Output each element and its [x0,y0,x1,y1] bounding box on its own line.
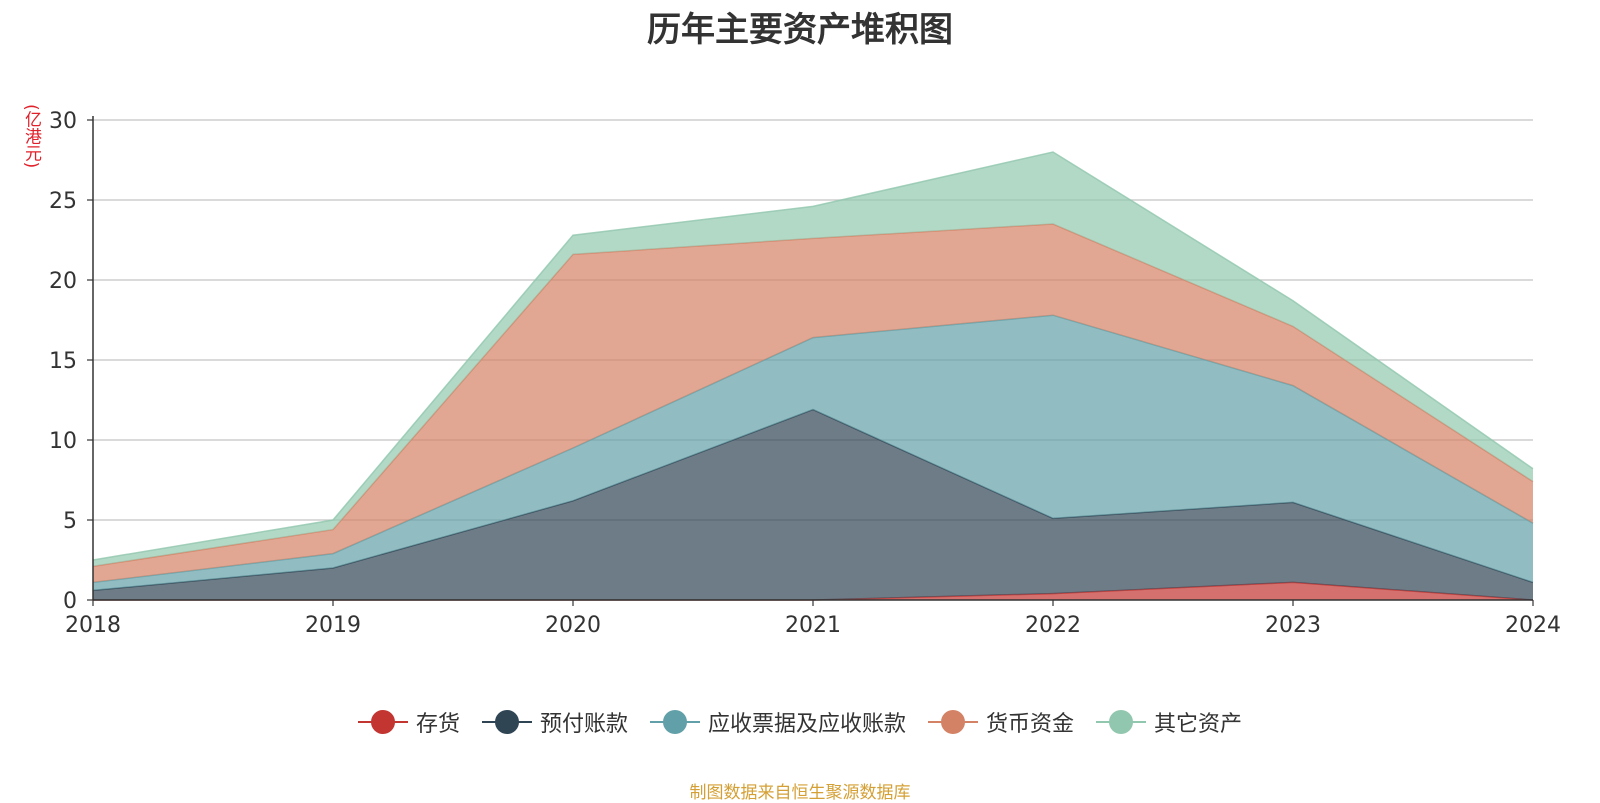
y-tick-label: 15 [49,349,77,374]
legend-marker-icon [1096,709,1147,735]
x-tick-label: 2021 [785,613,841,638]
x-tick-label: 2018 [65,613,121,638]
x-tick-label: 2022 [1025,613,1081,638]
y-tick-label: 10 [49,429,77,454]
area-series [92,151,1534,601]
legend-marker-icon [357,709,408,735]
x-tick-label: 2023 [1265,613,1321,638]
chart-title: 历年主要资产堆积图 [647,10,953,50]
area-预付账款 [93,409,1533,600]
line-其它资产 [92,151,1534,561]
legend-item[interactable]: 存货 [357,706,460,738]
legend-label: 存货 [415,712,460,737]
legend-item[interactable]: 应收票据及应收账款 [649,706,906,738]
y-tick-label: 30 [49,109,77,134]
legend-marker-icon [928,709,978,735]
data-source-note: 制图数据来自恒生聚源数据库 [689,783,911,803]
y-axis-unit-label: (亿港元) [21,104,41,169]
area-存货 [93,582,1533,600]
legend-item[interactable]: 其它资产 [1096,706,1242,738]
area-货币资金 [93,224,1533,583]
x-tick-label: 2020 [545,613,601,638]
y-tick-label: 20 [49,269,77,294]
x-tick-label: 2024 [1505,613,1561,638]
legend-item[interactable]: 预付账款 [481,706,628,738]
legend-item[interactable]: 货币资金 [928,706,1074,738]
legend-marker-icon [481,709,532,735]
y-tick-label: 5 [63,509,77,534]
legend: 存货 预付账款 应收票据及应收账款 货币资金 其它资产 [0,706,1600,738]
legend-marker-icon [649,709,700,735]
area-其它资产 [93,152,1533,567]
area-应收票据及应收账款 [93,315,1533,591]
x-tick-label: 2019 [305,613,361,638]
legend-label: 预付账款 [539,712,628,737]
y-tick-label: 25 [49,189,77,214]
y-tick-label: 0 [63,589,77,614]
legend-label: 其它资产 [1154,712,1243,737]
axes: 0 5 10 15 20 25 30 2018 2019 2020 2021 2022 2023 2024 [49,109,1561,638]
legend-label: 货币资金 [986,712,1075,737]
legend-label: 应收票据及应收账款 [707,712,906,737]
